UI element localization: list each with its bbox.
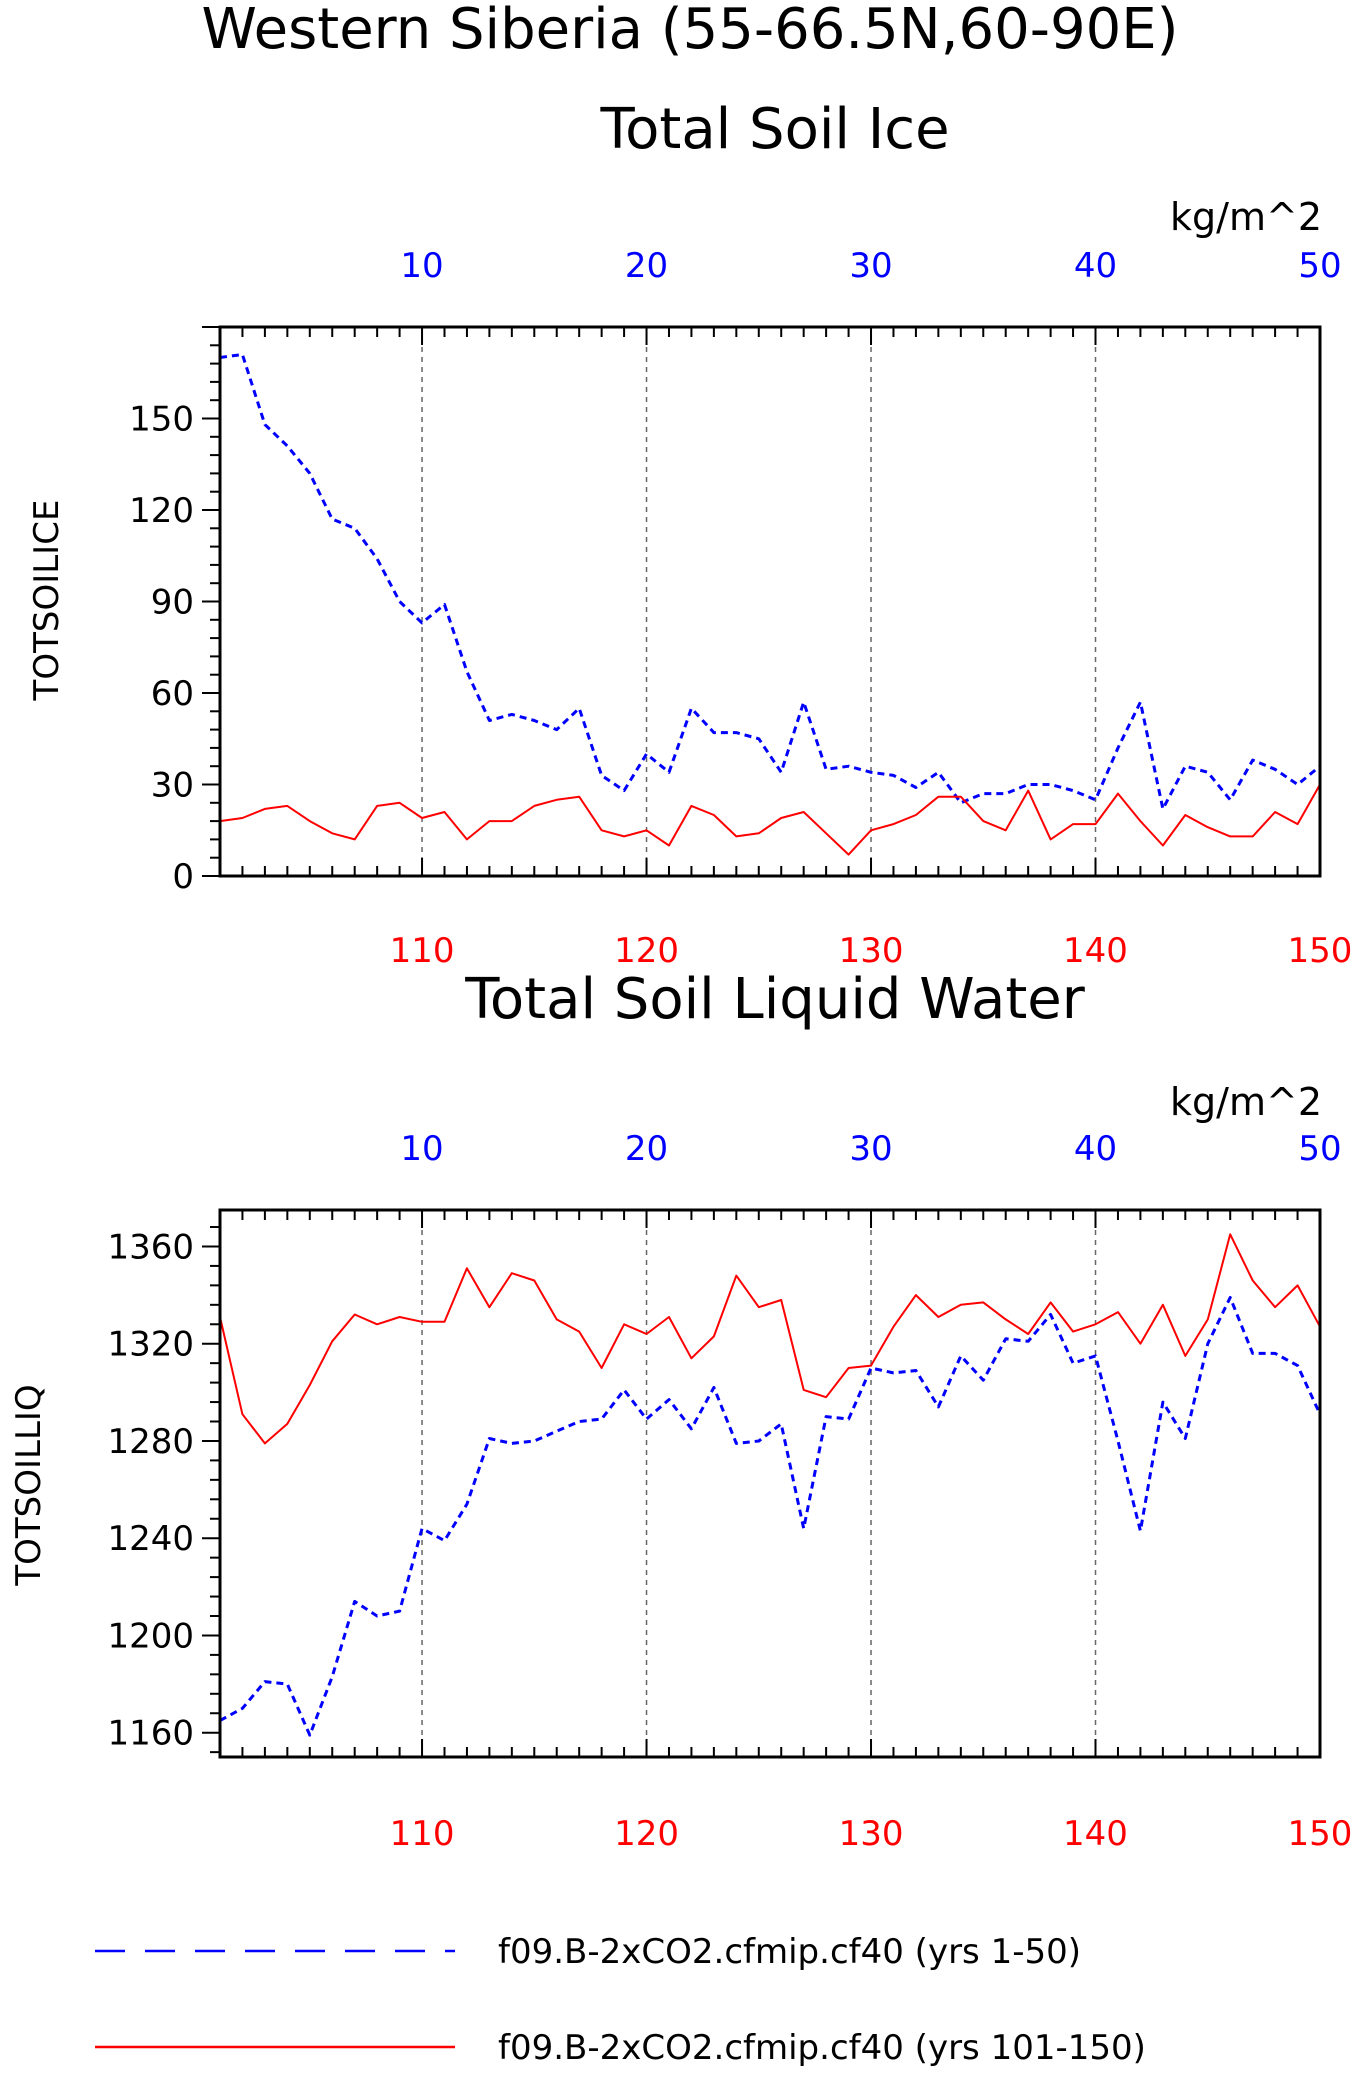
y-tick-label: 1360 [107,1227,194,1267]
y-tick-label: 1280 [107,1422,194,1462]
bottom-x-tick-label: 120 [614,931,679,971]
bottom-x-tick-label: 150 [1288,1814,1353,1854]
legend-entry: f09.B-2xCO2.cfmip.cf40 (yrs 101-150) [95,2028,1146,2068]
top-x-tick-label: 10 [400,246,443,286]
bottom-x-tick-label: 120 [614,1814,679,1854]
top-x-tick-label: 50 [1298,1129,1341,1169]
top-x-tick-label: 30 [849,246,892,286]
series-line-yrs-1-50 [219,353,1321,811]
series-line-yrs-101-150 [219,1233,1321,1445]
top-x-tick-label: 20 [625,246,668,286]
bottom-x-tick-label: 140 [1063,1814,1128,1854]
y-tick-label: 30 [151,766,194,806]
y-tick-label: 1160 [107,1714,194,1754]
y-tick-label: 1240 [107,1519,194,1559]
top-x-tick-label: 50 [1298,246,1341,286]
y-tick-label: 120 [129,491,194,531]
plot-frame [218,325,1322,878]
top-x-tick-label: 20 [625,1129,668,1169]
bottom-x-tick-label: 130 [839,1814,904,1854]
bottom-x-tick-label: 110 [390,1814,455,1854]
bottom-x-tick-label: 130 [839,931,904,971]
y-axis-label: TOTSOILLIQ [9,1384,49,1586]
panel-title: Total Soil Liquid Water [464,967,1086,1032]
y-axis-label: TOTSOILICE [27,500,67,702]
top-x-tick-label: 40 [1074,1129,1117,1169]
legend-entry: f09.B-2xCO2.cfmip.cf40 (yrs 1-50) [95,1932,1081,1972]
legend-label: f09.B-2xCO2.cfmip.cf40 (yrs 1-50) [498,1932,1081,1972]
top-x-tick-label: 40 [1074,246,1117,286]
legend-label: f09.B-2xCO2.cfmip.cf40 (yrs 101-150) [498,2028,1146,2068]
chart-panel-2: Total Soil Liquid Water kg/m^2 TOTSOILLIQ 1… [9,967,1352,1854]
panel-title: Total Soil Ice [599,97,949,162]
y-tick-label: 1320 [107,1325,194,1365]
chart-panel-1: Total Soil Ice kg/m^2 TOTSOILICE 10 20 30 40 50… [27,97,1352,971]
bottom-x-tick-label: 140 [1063,931,1128,971]
bottom-x-tick-label: 110 [390,931,455,971]
legend: f09.B-2xCO2.cfmip.cf40 (yrs 1-50) f09.B-2… [95,1932,1146,2068]
plot-frame [218,1208,1322,1759]
series-line-yrs-1-50 [219,1296,1322,1737]
top-x-tick-label: 10 [400,1129,443,1169]
units-label: kg/m^2 [1170,1080,1322,1124]
panels: Total Soil Ice kg/m^2 TOTSOILICE 10 20 30 40 50… [9,97,1352,1854]
y-tick-label: 150 [129,400,194,440]
top-x-tick-label: 30 [849,1129,892,1169]
main-title: Western Siberia (55-66.5N,60-90E) [202,0,1179,62]
y-tick-label: 60 [151,674,194,714]
y-tick-label: 1200 [107,1616,194,1656]
y-tick-label: 0 [172,857,194,897]
y-tick-label: 90 [151,583,194,623]
series-line-yrs-101-150 [219,784,1321,856]
units-label: kg/m^2 [1170,195,1322,239]
bottom-x-tick-label: 150 [1288,931,1353,971]
